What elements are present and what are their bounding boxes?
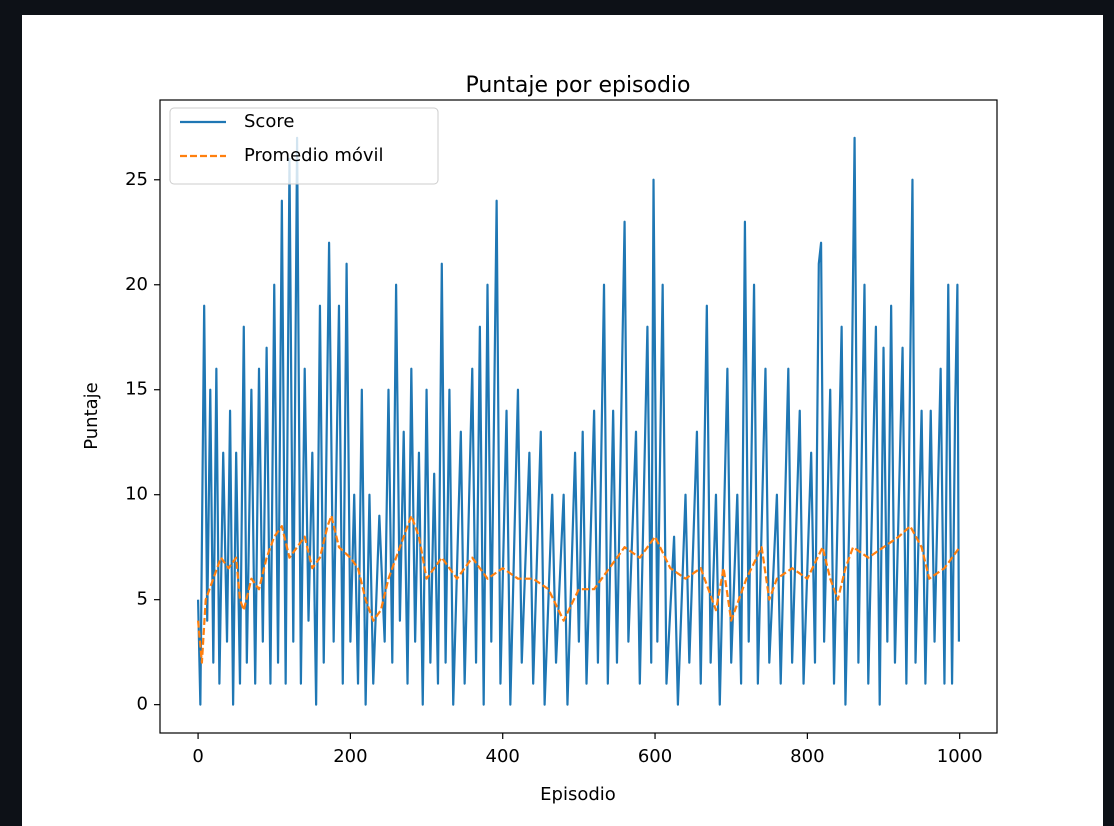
- x-tick-label: 200: [333, 746, 367, 767]
- y-tick-label: 5: [137, 589, 148, 610]
- x-tick-label: 400: [486, 746, 520, 767]
- x-tick-label: 1000: [937, 746, 983, 767]
- chart-title: Puntaje por episodio: [465, 73, 690, 98]
- y-tick-label: 0: [137, 694, 148, 715]
- series-line: [196, 514, 961, 664]
- y-tick-label: 15: [125, 379, 148, 400]
- x-axis-label: Episodio: [540, 784, 616, 805]
- x-tick-label: 600: [638, 746, 672, 767]
- legend-label: Score: [244, 111, 294, 132]
- plot-frame: [159, 99, 998, 734]
- legend-label: Promedio móvil: [244, 145, 384, 166]
- y-tick-label: 20: [125, 274, 148, 295]
- y-tick-label: 10: [125, 484, 148, 505]
- series-line: [196, 136, 961, 706]
- y-tick-label: 25: [125, 169, 148, 190]
- legend-box: [169, 107, 439, 185]
- x-tick-label: 0: [192, 746, 203, 767]
- x-tick-label: 800: [790, 746, 824, 767]
- y-axis-label: Puntaje: [81, 382, 102, 450]
